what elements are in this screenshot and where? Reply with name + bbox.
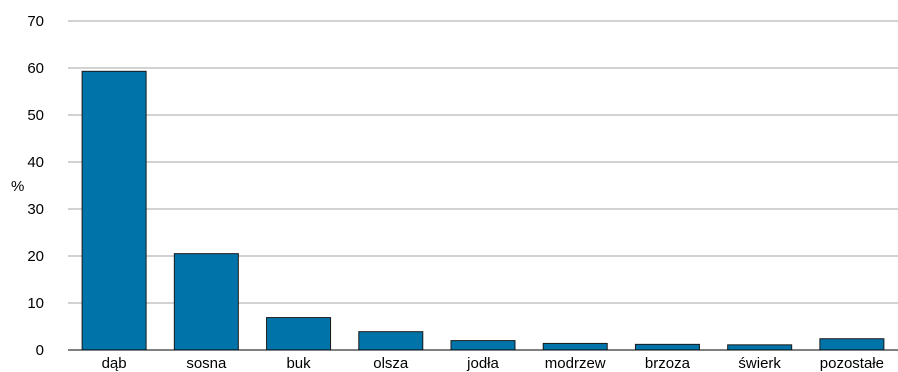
bar-3 (266, 317, 332, 351)
x-tick-label: buk (286, 355, 311, 372)
bar-1 (81, 70, 147, 351)
x-tick-label: olsza (373, 355, 409, 372)
y-axis-label: % (11, 178, 24, 195)
x-tick-label: sosna (186, 355, 227, 372)
y-tick-label: 10 (27, 295, 44, 312)
x-tick-label: brzoza (645, 355, 691, 372)
x-axis-ticks: dąb sosna buk olsza jodła modrzew brzoza świerk… (102, 355, 884, 372)
bar-7 (634, 343, 700, 351)
y-axis-ticks: 0 10 20 30 40 50 60 70 (27, 13, 44, 359)
y-tick-label: 40 (27, 154, 44, 171)
y-tick-label: 0 (36, 342, 44, 359)
bar-4 (358, 331, 424, 351)
bars (81, 70, 885, 351)
bar-8 (727, 344, 793, 351)
x-tick-label: świerk (738, 355, 781, 372)
bar-2 (173, 253, 239, 351)
y-tick-label: 50 (27, 107, 44, 124)
y-tick-label: 70 (27, 13, 44, 30)
x-tick-label: pozostałe (820, 355, 884, 372)
bar-9 (819, 338, 885, 351)
x-tick-label: dąb (102, 355, 127, 372)
x-tick-label: jodła (466, 355, 499, 372)
bar-5 (450, 340, 516, 351)
y-tick-label: 60 (27, 60, 44, 77)
bar-6 (542, 342, 608, 351)
y-tick-label: 30 (27, 201, 44, 218)
x-tick-label: modrzew (545, 355, 606, 372)
y-tick-label: 20 (27, 248, 44, 265)
